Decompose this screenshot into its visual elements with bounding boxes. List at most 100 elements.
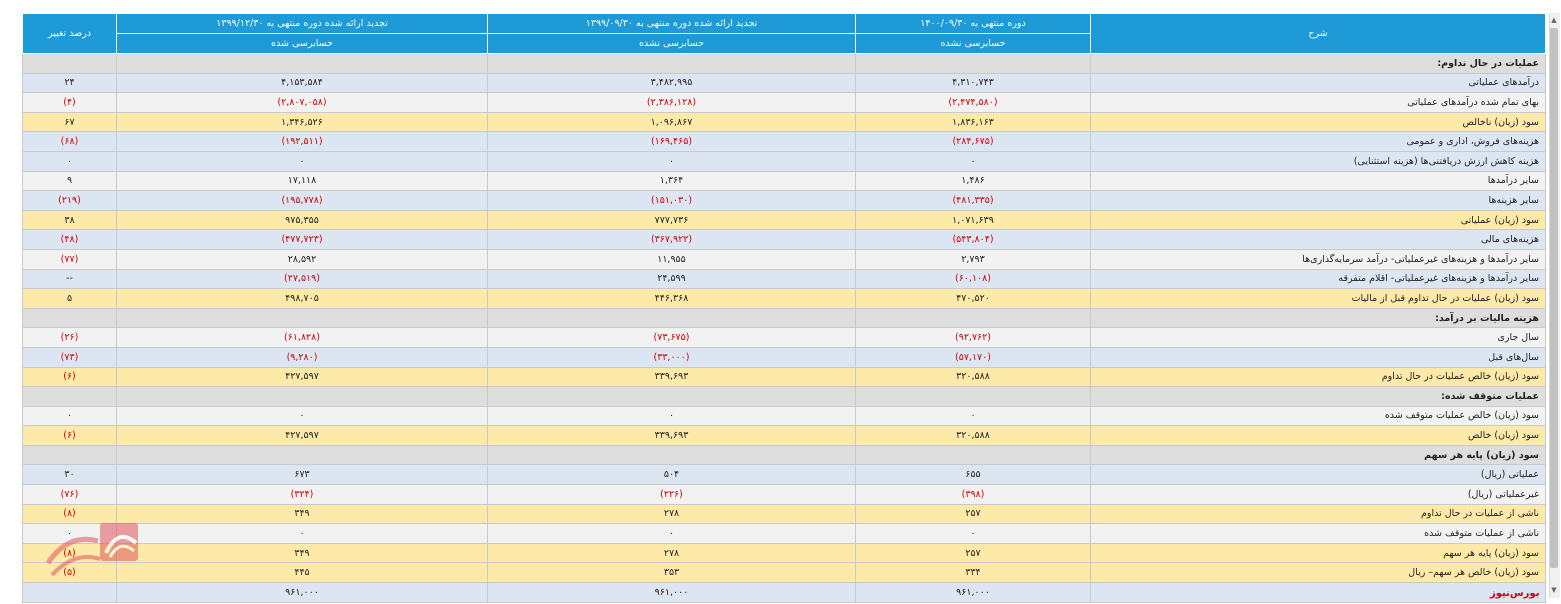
- value-period-1400: ۳۲۰,۵۸۸: [855, 425, 1091, 446]
- change-percent: (۵): [22, 562, 117, 584]
- value-period-1400: (۹۲,۷۶۲): [855, 327, 1091, 348]
- value-period-1399-12: (۴۷۷,۷۲۳): [116, 229, 488, 250]
- financial-table-container: شرح دوره منتهی به ۱۴۰۰/۰۹/۳۰ تجدید ارائه…: [22, 13, 1546, 603]
- value-period-1400: (۴۸۱,۳۳۵): [855, 190, 1091, 211]
- value-period-1399-09: ۵۰۴: [487, 464, 856, 486]
- value-period-1399-12: ۴۴۵: [116, 562, 488, 584]
- change-percent: (۶): [22, 425, 117, 446]
- value-period-1400: ۱,۸۳۶,۱۶۳: [855, 111, 1091, 133]
- section-header-row: عملیات متوقف شده:: [22, 386, 1546, 407]
- table-row: ناشی از عملیات در حال تداوم ۲۵۷ ۲۷۸ ۳۴۹ (۸): [22, 503, 1546, 525]
- value-period-1399-09: (۳۶۷,۹۲۲): [487, 229, 856, 250]
- value-period-1400: [855, 444, 1091, 466]
- change-percent: (۴۸): [22, 229, 117, 250]
- value-period-1400: ۰: [855, 405, 1091, 427]
- change-percent: [22, 386, 117, 407]
- value-period-1399-09: ۰: [487, 523, 856, 544]
- scroll-up-arrow-icon[interactable]: ▲: [1551, 16, 1557, 24]
- value-period-1399-09: [487, 386, 856, 407]
- table-row: سایر درآمدها ۱,۴۸۶ ۱,۳۶۴ ۱۷,۱۱۸ ۹: [22, 170, 1546, 192]
- table-row: سایر هزینه‌ها (۴۸۱,۳۳۵) (۱۵۱,۰۳۰) (۱۹۵,۷۷۸)…: [22, 190, 1546, 211]
- row-description: عملیات در حال تداوم:: [1090, 53, 1546, 74]
- table-row: سود (زیان) عملیات در حال تداوم قبل از ما…: [22, 288, 1546, 309]
- row-description: سود (زیان) خالص: [1090, 425, 1546, 446]
- change-percent: (۶): [22, 366, 117, 388]
- value-period-1399-09: (۲۲۶): [487, 484, 856, 505]
- value-period-1399-12: (۶۱,۸۲۸): [116, 327, 488, 348]
- header-col3-title: تجدید ارائه شده دوره منتهی به ۱۳۹۹/۱۲/۳۰: [116, 13, 488, 34]
- value-period-1399-09: (۲,۳۸۶,۱۲۸): [487, 92, 856, 113]
- change-percent: [22, 444, 117, 466]
- row-description: سال جاری: [1090, 327, 1546, 348]
- row-description: سود (زیان) خالص هر سهم– ریال: [1090, 562, 1546, 584]
- value-period-1399-12: ۳۴۹: [116, 542, 488, 564]
- boursenews-logo-icon: [45, 523, 138, 577]
- row-description: سود (زیان) عملیات در حال تداوم قبل از ما…: [1090, 288, 1546, 309]
- value-period-1400: (۵۴۳,۸۰۴): [855, 229, 1091, 250]
- value-period-1399-09: ۲۴,۵۹۹: [487, 268, 856, 290]
- value-period-1399-09: ۲۷۸: [487, 503, 856, 525]
- change-percent: ۲۴: [22, 72, 117, 94]
- value-period-1400: ۶۵۵: [855, 464, 1091, 486]
- row-description: سود (زیان) خالص عملیات متوقف شده: [1090, 405, 1546, 427]
- value-period-1399-09: (۱۶۹,۴۶۵): [487, 131, 856, 152]
- value-period-1400: [855, 386, 1091, 407]
- change-percent: (۴): [22, 92, 117, 113]
- header-col2-title: تجدید ارائه شده دوره منتهی به ۱۳۹۹/۰۹/۳۰: [487, 13, 856, 34]
- row-description: غیرعملیاتی (ریال): [1090, 484, 1546, 505]
- row-description: هزینه کاهش ارزش دریافتنی‌ها (هزینه استثن…: [1090, 150, 1546, 172]
- table-row: ناشی از عملیات متوقف شده ۰ ۰ ۰ ۰: [22, 523, 1546, 544]
- value-period-1399-12: [116, 307, 488, 329]
- value-period-1399-09: ۳۳۹,۶۹۳: [487, 425, 856, 446]
- value-period-1399-12: ۶۷۳: [116, 464, 488, 486]
- header-col1-title: دوره منتهی به ۱۴۰۰/۰۹/۳۰: [855, 13, 1091, 34]
- table-row: غیرعملیاتی (ریال) (۳۹۸) (۲۲۶) (۳۲۴) (۷۶): [22, 484, 1546, 505]
- value-period-1400: [855, 53, 1091, 74]
- value-period-1399-12: ۴۲۷,۵۹۷: [116, 366, 488, 388]
- value-period-1399-12: ۰: [116, 150, 488, 172]
- value-period-1400: [855, 307, 1091, 329]
- change-percent: [22, 307, 117, 329]
- section-header-row: هزینه مالیات بر درآمد:: [22, 307, 1546, 329]
- value-period-1400: ۱,۴۸۶: [855, 170, 1091, 192]
- value-period-1399-09: ۴۴۶,۳۶۸: [487, 288, 856, 309]
- header-change-percent: درصد تغییر: [22, 13, 117, 54]
- value-period-1399-12: (۳۲۴): [116, 484, 488, 505]
- value-period-1399-09: ۰: [487, 150, 856, 172]
- row-description: بهای تمام شده درآمدهای عملیاتی: [1090, 92, 1546, 113]
- value-period-1400: ۹۶۱,۰۰۰: [855, 582, 1091, 603]
- value-period-1399-09: ۹۶۱,۰۰۰: [487, 582, 856, 603]
- value-period-1399-09: (۱۵۱,۰۳۰): [487, 190, 856, 211]
- table-row: سود (زیان) ناخالص ۱,۸۳۶,۱۶۳ ۱,۰۹۶,۸۶۷ ۱,۳۴۶…: [22, 111, 1546, 133]
- value-period-1399-09: ۳,۴۸۲,۹۹۵: [487, 72, 856, 94]
- change-percent: ۶۷: [22, 111, 117, 133]
- value-period-1399-12: ۰: [116, 405, 488, 427]
- table-row: سود (زیان) پایه هر سهم ۲۵۷ ۲۷۸ ۳۴۹ (۸): [22, 542, 1546, 564]
- section-header-row: سود (زیان) پایه هر سهم: [22, 444, 1546, 466]
- row-description: سال‌های قبل: [1090, 346, 1546, 368]
- table-row: سایر درآمدها و هزینه‌های غیرعملیاتی- اقل…: [22, 268, 1546, 290]
- value-period-1399-12: (۱۹۲,۵۱۱): [116, 131, 488, 152]
- change-percent: [22, 582, 117, 603]
- change-percent: (۷۶): [22, 484, 117, 505]
- row-description: سایر هزینه‌ها: [1090, 190, 1546, 211]
- value-period-1400: ۴۷۰,۵۲۰: [855, 288, 1091, 309]
- value-period-1400: ۳۲۰,۵۸۸: [855, 366, 1091, 388]
- row-description: ناشی از عملیات متوقف شده: [1090, 523, 1546, 544]
- change-percent: ۰: [22, 150, 117, 172]
- value-period-1399-12: ۱۷,۱۱۸: [116, 170, 488, 192]
- value-period-1400: (۵۷,۱۷۰): [855, 346, 1091, 368]
- value-period-1399-09: ۲۷۸: [487, 542, 856, 564]
- header-col3-sub: حسابرسی شده: [116, 33, 488, 54]
- value-period-1399-09: ۱,۰۹۶,۸۶۷: [487, 111, 856, 133]
- row-description: سود (زیان) پایه هر سهم: [1090, 542, 1546, 564]
- table-row: سود (زیان) عملیاتی ۱,۰۷۱,۶۳۹ ۷۷۷,۷۳۶ ۹۷۵,۳۵…: [22, 209, 1546, 231]
- row-description: عملیاتی (ریال): [1090, 464, 1546, 486]
- scroll-down-arrow-icon[interactable]: ▼: [1551, 586, 1557, 594]
- value-period-1399-12: ۹۷۵,۳۵۵: [116, 209, 488, 231]
- table-row: سود (زیان) خالص عملیات در حال تداوم ۳۲۰,۵…: [22, 366, 1546, 388]
- section-header-row: عملیات در حال تداوم:: [22, 53, 1546, 74]
- row-description: سود (زیان) ناخالص: [1090, 111, 1546, 133]
- scrollbar-thumb[interactable]: [1550, 28, 1558, 568]
- value-period-1400: ۲,۷۹۳: [855, 248, 1091, 270]
